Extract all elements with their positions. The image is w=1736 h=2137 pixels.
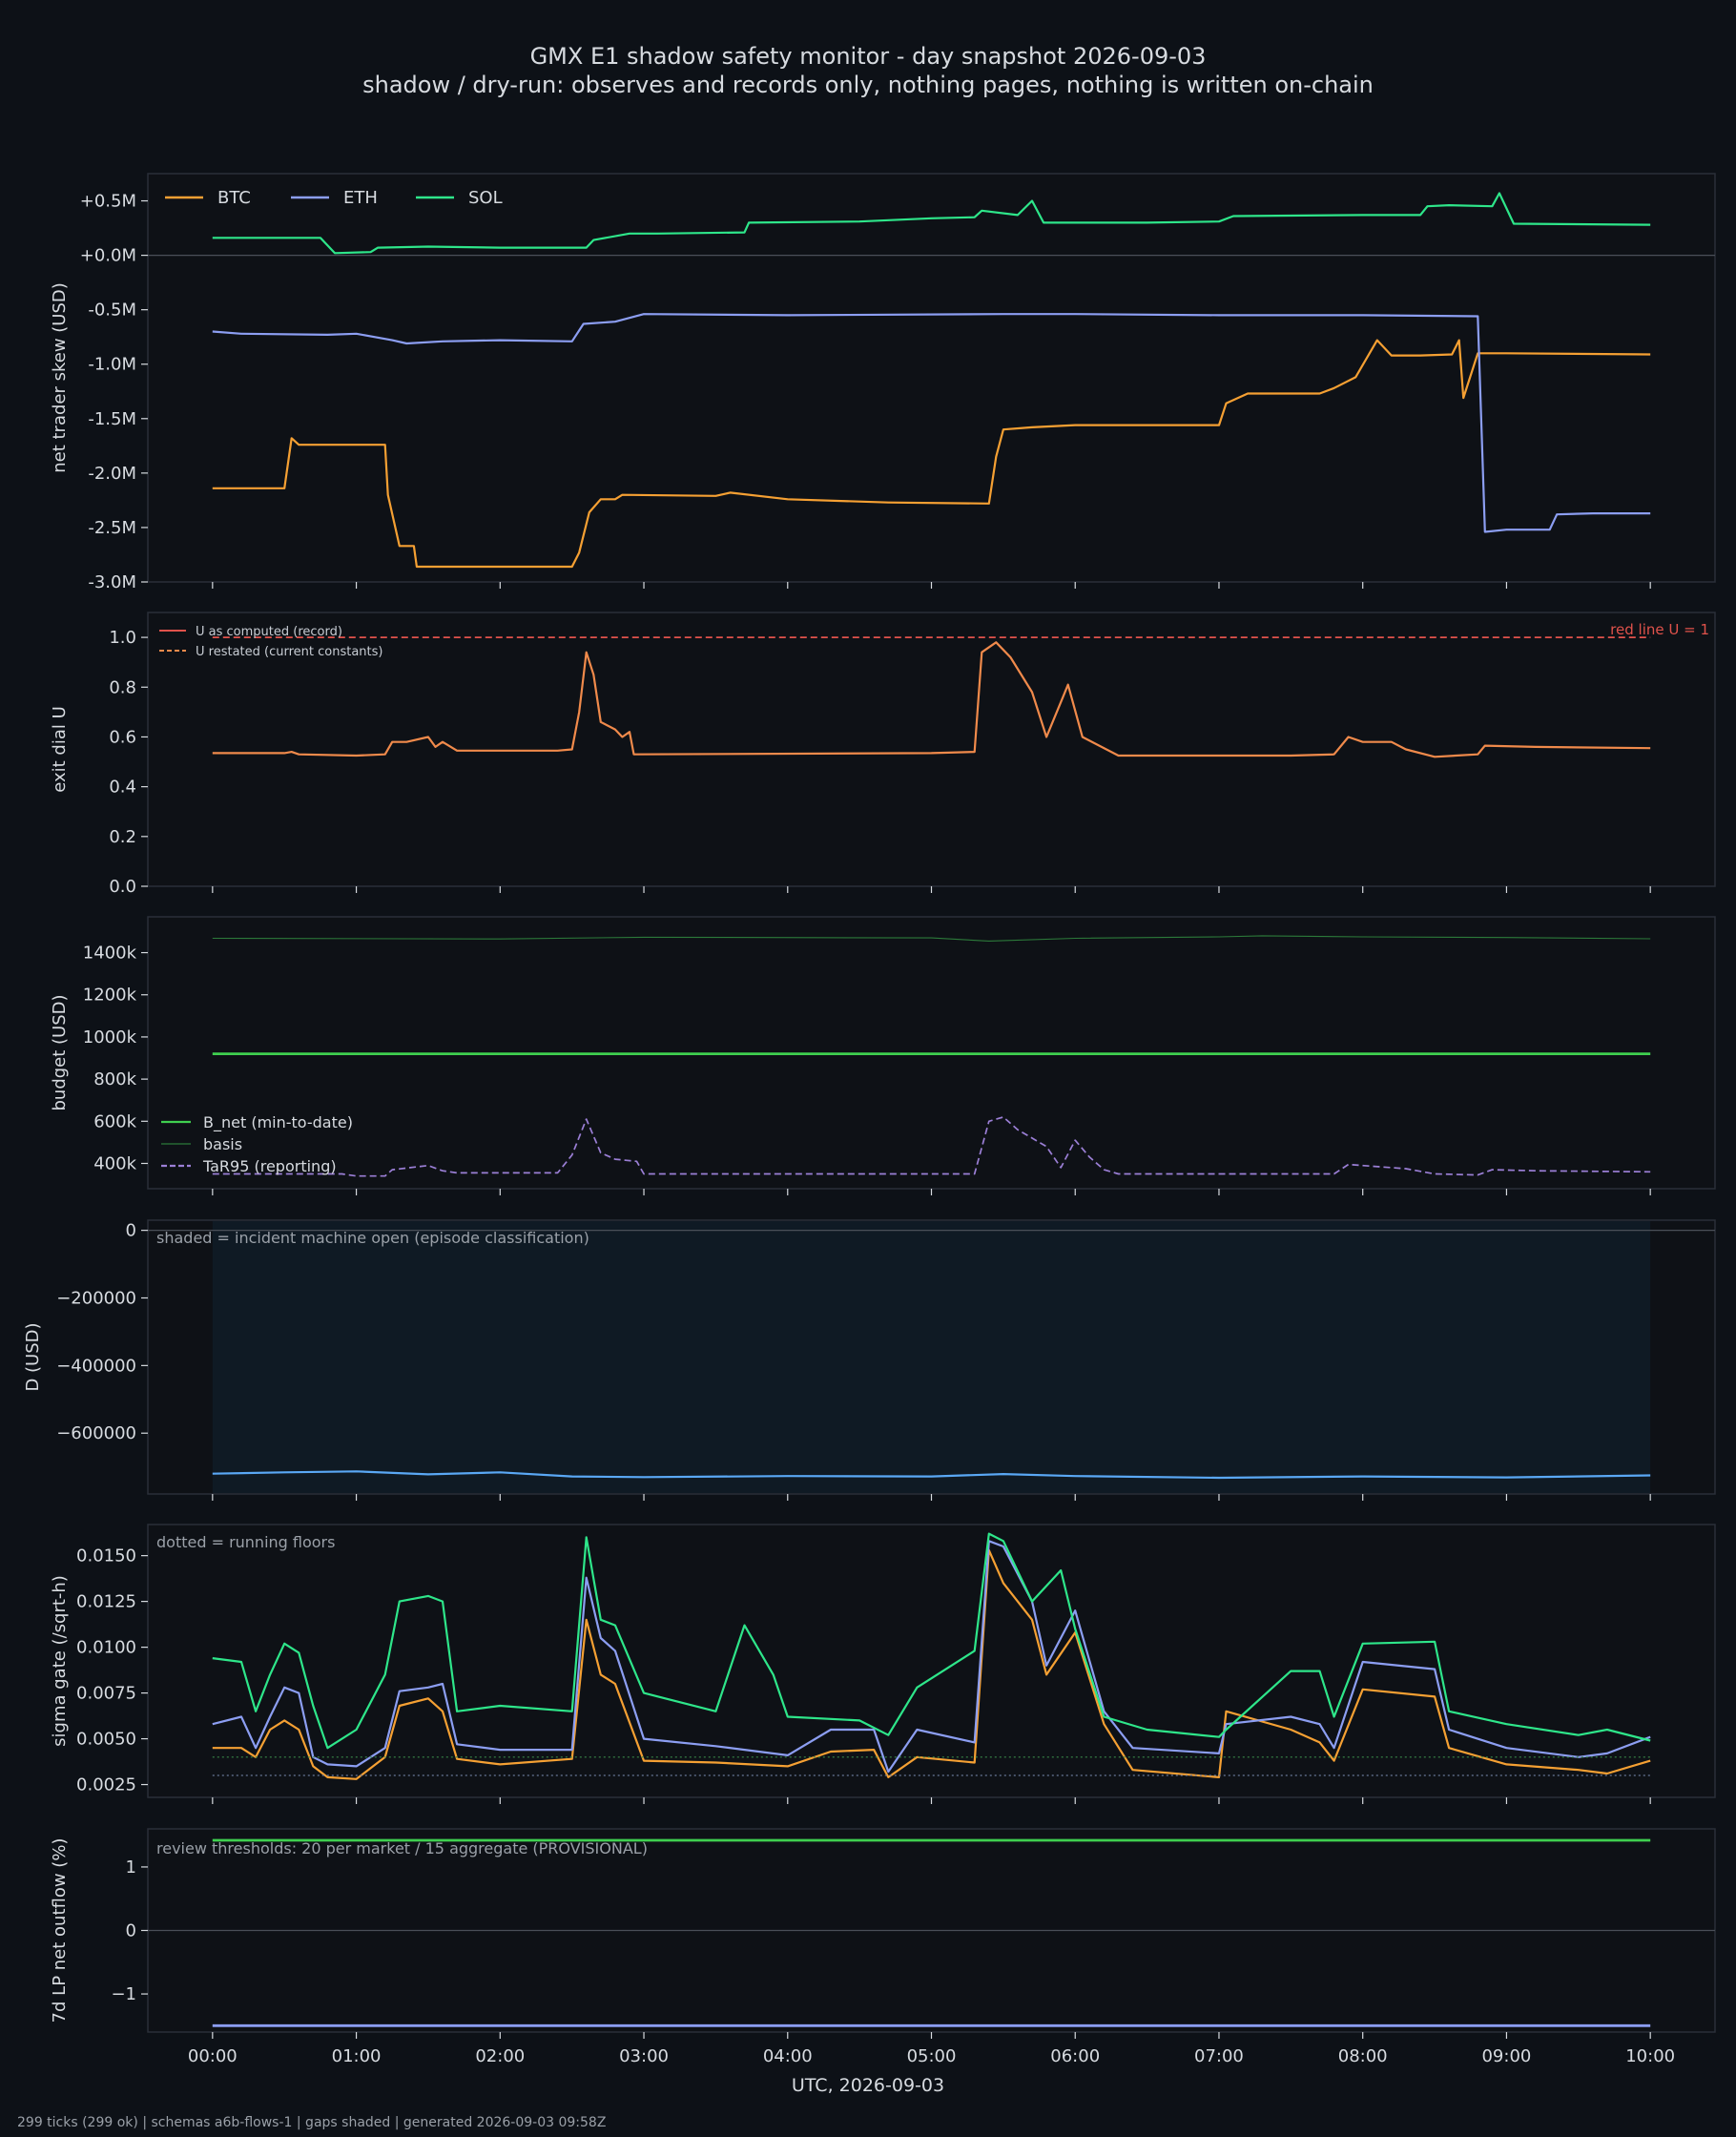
figure-title: GMX E1 shadow safety monitor - day snaps… [530,43,1207,70]
y-tick-label: 0.4 [109,778,136,798]
chart-panels: +0.5M +0.0M -0.5M -1.0M -1.5M -2.0M -2.5M -3.0M… [23,173,1716,2039]
y-tick-label: +0.5M [80,192,136,212]
x-tick-label: 01:00 [332,2046,382,2066]
y-tick-label: 0.8 [109,677,136,697]
panel-annotation: shaded = incident machine open (episode … [156,1229,589,1247]
y-tick-label: 0.0100 [76,1638,136,1658]
legend-label: U as computed (record) [196,625,342,639]
x-tick-label: 07:00 [1194,2046,1244,2066]
x-tick-label: 08:00 [1338,2046,1388,2066]
y-tick-label: −600000 [56,1423,136,1443]
y-tick-label: 800k [93,1069,136,1089]
y-tick-label: -3.0M [88,572,136,592]
y-tick-label: 1400k [83,944,137,964]
y-tick-label: 0 [126,1921,136,1941]
panel-3: 400k 600k 800k 1000k 1200k 1400k budget (USD) B… [50,916,1716,1195]
y-tick-label: 1000k [83,1027,137,1048]
legend-label: B_net (min-to-date) [203,1113,353,1132]
y-tick-label: 0.2 [109,827,136,847]
legend-label: U restated (current constants) [196,645,382,659]
y-axis-label: net trader skew (USD) [50,282,70,473]
y-axis-label: sigma gate (/sqrt-h) [50,1575,70,1747]
panel-frame [147,173,1716,583]
x-axis: 00:00 01:00 02:00 03:00 04:00 05:00 06:00 07:00… [188,2046,1675,2066]
footer-status: 299 ticks (299 ok) | schemas a6b-flows-1… [17,2115,606,2130]
legend-label: basis [203,1135,242,1153]
y-tick-label: −1 [111,1984,136,2004]
y-tick-label: 1.0 [109,628,136,648]
y-tick-label: 600k [93,1111,136,1131]
x-tick-label: 09:00 [1481,2046,1531,2066]
y-tick-label: −200000 [56,1288,136,1308]
series-line-sol [212,192,1651,255]
x-tick-label: 10:00 [1625,2046,1675,2066]
y-tick-label: 0.0050 [76,1730,136,1750]
x-tick-label: 02:00 [475,2046,525,2066]
panel-frame [147,612,1716,887]
panel-frame [147,1524,1716,1798]
y-tick-label: 0.0075 [76,1684,136,1704]
panel-annotation: dotted = running floors [156,1533,335,1551]
panel-4: 0 −200000 −400000 −600000 D (USD) shaded = in… [23,1219,1716,1501]
y-tick-label: 0.0025 [76,1775,136,1795]
series-line-eth [212,1540,1651,1774]
series-line-btc [212,339,1651,569]
y-tick-label: −400000 [56,1356,136,1376]
y-axis-label: exit dial U [50,706,70,793]
y-tick-label: 0 [126,1221,136,1241]
y-axis-label: 7d LP net outflow (%) [50,1838,70,2023]
x-tick-label: 06:00 [1050,2046,1100,2066]
y-tick-label: -1.0M [88,355,136,375]
panel-annotation: review thresholds: 20 per market / 15 ag… [156,1839,648,1857]
y-tick-label: 0.0125 [76,1592,136,1612]
y-tick-label: 1 [126,1857,136,1878]
x-tick-label: 03:00 [619,2046,669,2066]
y-tick-label: +0.0M [80,246,136,266]
y-tick-label: -2.5M [88,518,136,538]
y-axis-label: D (USD) [23,1322,43,1391]
legend-label: BTC [217,188,251,208]
y-tick-label: 0.6 [109,727,136,747]
series-line-basis [212,935,1651,942]
panel-2: 0.0 0.2 0.4 0.6 0.8 1.0 exit dial U red line U … [50,612,1716,897]
series-line-btc [212,1548,1651,1780]
series-line-d [212,1470,1651,1480]
series-line-u-restated-current-constants [212,641,1651,758]
legend-label: SOL [468,188,503,208]
y-tick-label: 0.0150 [76,1546,136,1566]
x-tick-label: 00:00 [188,2046,238,2066]
y-tick-label: 400k [93,1153,136,1173]
y-tick-label: -2.0M [88,464,136,484]
panel-1: +0.5M +0.0M -0.5M -1.0M -1.5M -2.0M -2.5M -3.0M… [50,173,1716,592]
series-line-sol [212,1532,1651,1750]
panel-5: 0.0025 0.0050 0.0075 0.0100 0.0125 0.0150 sigm… [50,1524,1716,1804]
incident-shade [212,1221,1651,1493]
y-tick-label: -1.5M [88,409,136,429]
x-axis-label: UTC, 2026-09-03 [792,2075,944,2096]
x-tick-label: 05:00 [907,2046,957,2066]
y-tick-label: 0.0 [109,877,136,897]
y-axis-label: budget (USD) [50,994,70,1110]
series-line-eth [212,313,1651,533]
y-tick-label: 1200k [83,986,137,1006]
figure-subtitle: shadow / dry-run: observes and records o… [362,72,1374,98]
x-tick-label: 04:00 [763,2046,813,2066]
series-line-tar95-reporting [212,1116,1651,1177]
red-line-annotation: red line U = 1 [1610,621,1709,638]
legend-label: TaR95 (reporting) [202,1157,337,1175]
panel-6: 1 0 −1 7d LP net outflow (%) review threshol… [50,1828,1716,2039]
legend-label: ETH [343,188,378,208]
y-tick-label: -0.5M [88,301,136,321]
